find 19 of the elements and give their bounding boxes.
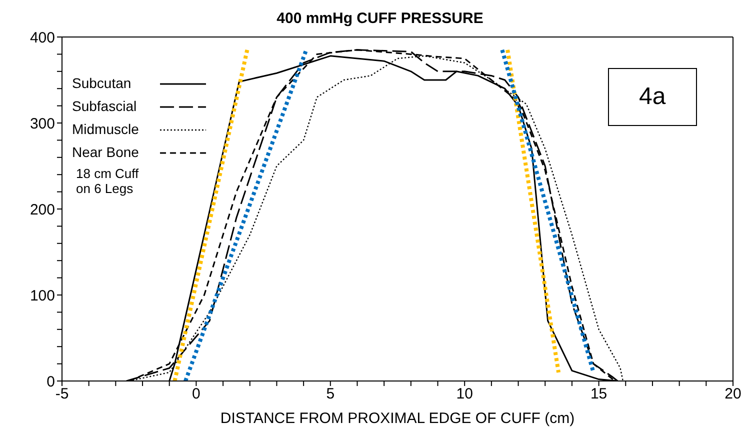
- panel-label: 4a: [608, 68, 697, 126]
- x-tick-label: -5: [55, 386, 69, 403]
- x-tick-label: 15: [590, 386, 608, 403]
- legend-label: Midmuscle: [72, 120, 140, 139]
- x-tick-label: 20: [724, 386, 742, 403]
- legend-label: Near Bone: [72, 143, 140, 162]
- chart-title: 400 mmHg CUFF PRESSURE: [276, 10, 484, 27]
- x-tick-label: 10: [456, 386, 473, 403]
- y-tick-label: 300: [30, 115, 55, 132]
- note-text: 18 cm Cuff on 6 Legs: [76, 166, 139, 196]
- x-tick-label: 0: [192, 386, 200, 403]
- y-tick-label: 0: [46, 373, 55, 390]
- y-tick-label: 200: [30, 201, 55, 218]
- x-tick-label: 5: [326, 386, 335, 403]
- x-axis-title: DISTANCE FROM PROXIMAL EDGE OF CUFF (cm): [220, 410, 575, 427]
- y-tick-label: 100: [30, 287, 55, 304]
- legend-label: Subfascial: [72, 97, 138, 116]
- legend-label: Subcutan: [72, 74, 132, 93]
- y-tick-label: 400: [30, 29, 55, 46]
